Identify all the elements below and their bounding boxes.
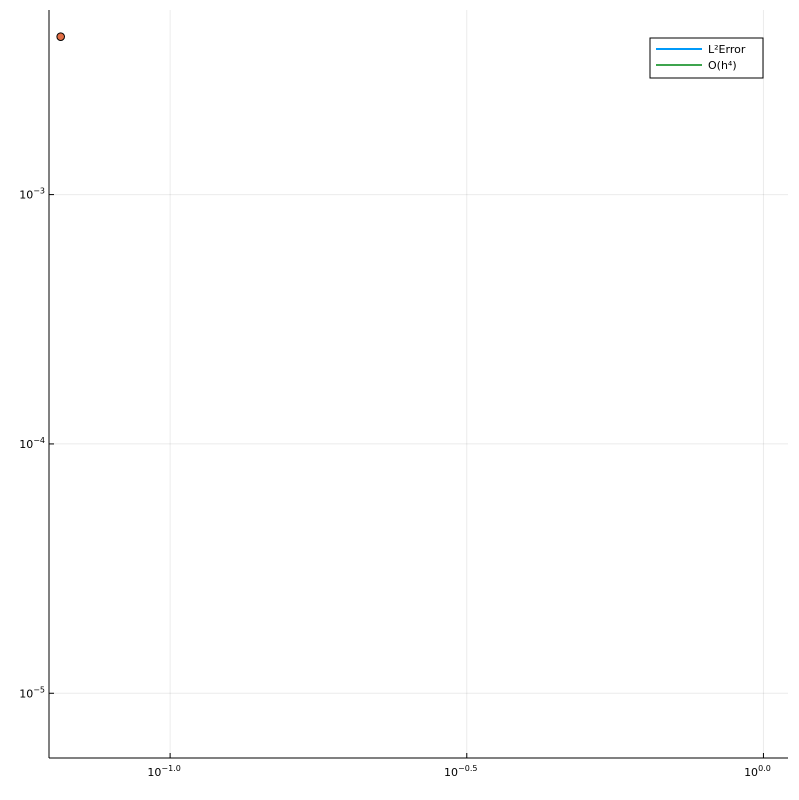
legend-label: O(h⁴) (708, 59, 737, 72)
x-tick-label: 10−0.5 (444, 764, 477, 779)
legend: L²Error O(h⁴) (649, 37, 764, 79)
axes (48, 10, 788, 759)
legend-box (649, 37, 764, 79)
y-tick-label: 10−5 (19, 685, 45, 700)
grid-lines (49, 10, 788, 758)
tick-labels: 10−1.0 10−0.5 100.0 10−3 10−4 10−5 (19, 187, 771, 779)
plot-series (56, 32, 65, 41)
y-tick-label: 10−4 (19, 436, 45, 451)
legend-label: L²Error (708, 43, 746, 56)
x-tick-label: 100.0 (744, 764, 771, 779)
data-point (56, 32, 65, 41)
y-tick-label: 10−3 (19, 187, 45, 202)
x-tick-label: 10−1.0 (147, 764, 180, 779)
